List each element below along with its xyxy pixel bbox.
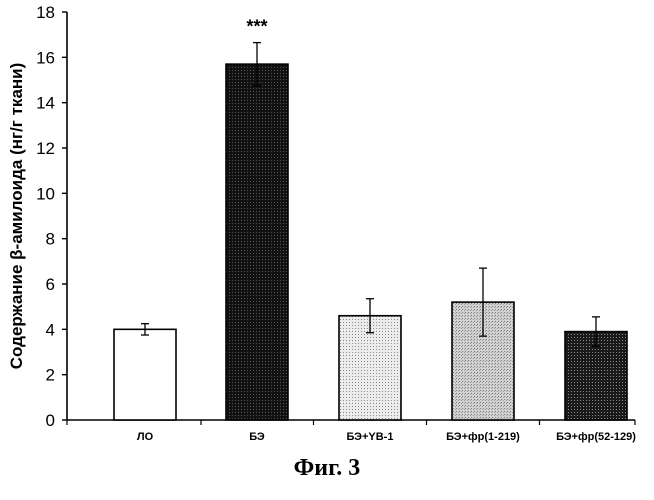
y-tick-label: 4: [46, 320, 55, 339]
x-tick-label-2: БЭ+YB-1: [347, 431, 394, 443]
x-tick-label-1: БЭ: [249, 431, 265, 443]
labels: 0 2 4 6 8 10 12 14 16 18 Содержание β-амилоида (нг…: [7, 3, 636, 443]
x-tick-label-4: БЭ+фр(52-129): [556, 431, 636, 443]
y-tick-label: 6: [46, 275, 55, 294]
y-tick-label: 14: [36, 94, 55, 113]
bars: [114, 43, 627, 420]
y-tick-label: 18: [36, 3, 55, 22]
y-tick-label: 0: [46, 411, 55, 430]
bar-1: [226, 64, 288, 420]
bar-chart: 0 2 4 6 8 10 12 14 16 18 Содержание β-амилоида (нг…: [0, 0, 654, 500]
y-tick-label: 12: [36, 139, 55, 158]
y-tick-label: 2: [46, 366, 55, 385]
figure-caption: Фиг. 3: [0, 455, 654, 482]
significance-annotation: ***: [246, 17, 267, 37]
y-axis-title: Содержание β-амилоида (нг/г ткани): [7, 63, 26, 370]
y-tick-label: 8: [46, 230, 55, 249]
x-tick-label-3: БЭ+фр(1-219): [446, 431, 520, 443]
y-tick-label: 16: [36, 48, 55, 67]
bar-0: [114, 329, 176, 420]
y-tick-label: 10: [36, 184, 55, 203]
x-tick-label-0: ЛО: [137, 431, 154, 443]
